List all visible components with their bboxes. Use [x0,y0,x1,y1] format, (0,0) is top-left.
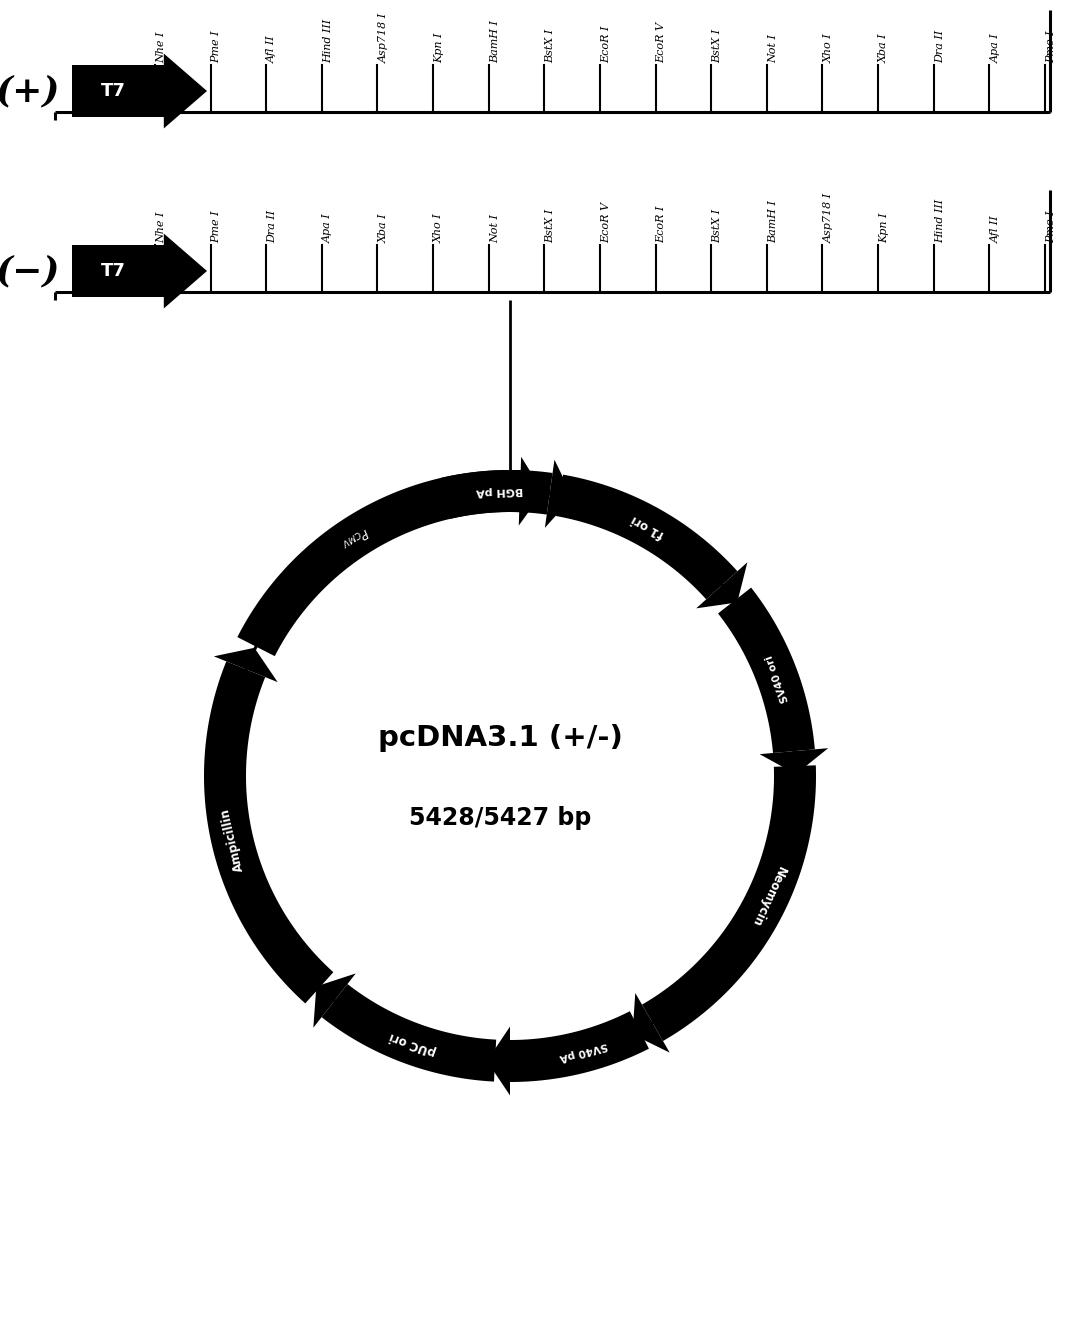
Text: pUC ori: pUC ori [388,1029,438,1058]
Text: (−): (−) [0,255,60,288]
Text: EcoR V: EcoR V [657,23,666,64]
Polygon shape [544,460,573,528]
Text: BstX I: BstX I [546,210,555,243]
Polygon shape [237,469,521,656]
Text: BstX I: BstX I [712,29,722,64]
Polygon shape [555,475,737,599]
Text: Afl II: Afl II [267,36,278,64]
Text: Pme I: Pme I [1047,211,1056,243]
Text: Pme I: Pme I [211,211,222,243]
Text: T7: T7 [101,82,125,99]
Text: Xho I: Xho I [435,213,444,243]
Text: EcoR I: EcoR I [657,206,666,243]
Text: Neomycin: Neomycin [748,865,788,928]
Polygon shape [72,233,207,309]
Polygon shape [204,662,333,1004]
Text: BamH I: BamH I [490,20,500,64]
Text: SV40 ori: SV40 ori [764,654,791,704]
Polygon shape [441,469,552,518]
Text: BGH pA: BGH pA [476,485,524,497]
Text: Asp718 I: Asp718 I [823,192,833,243]
Text: f1 ori: f1 ori [629,512,666,541]
Polygon shape [760,748,829,774]
Text: Not I: Not I [768,34,778,64]
Polygon shape [696,562,747,609]
Text: (+): (+) [0,74,60,107]
Polygon shape [633,993,670,1053]
Text: Pme I: Pme I [1047,30,1056,64]
Polygon shape [510,1012,649,1082]
Polygon shape [487,1026,510,1095]
Text: Pme I: Pme I [211,30,222,64]
Text: Apa I: Apa I [322,213,333,243]
Text: BamH I: BamH I [768,200,778,243]
Text: Afl II: Afl II [990,215,1001,243]
Text: Kpn I: Kpn I [879,212,889,243]
Text: Xba I: Xba I [879,33,889,64]
Text: Not I: Not I [490,213,500,243]
Text: Asp718 I: Asp718 I [379,13,389,64]
Text: Hind III: Hind III [322,19,333,64]
Text: SV40 pA: SV40 pA [559,1040,609,1062]
Text: EcoR V: EcoR V [601,202,611,243]
Text: Nhe I: Nhe I [156,32,166,64]
Text: EcoR I: EcoR I [601,25,611,64]
Polygon shape [314,973,356,1028]
Text: Ampicillin: Ampicillin [219,808,246,874]
Polygon shape [213,648,278,682]
Text: Dra II: Dra II [267,210,278,243]
Text: BstX I: BstX I [712,210,722,243]
Text: pcDNA3.1 (+/-): pcDNA3.1 (+/-) [378,724,623,752]
Text: Dra II: Dra II [934,30,945,64]
Text: Xho I: Xho I [823,33,833,64]
Text: Nhe I: Nhe I [156,212,166,243]
Text: Apa I: Apa I [990,33,1001,64]
Text: 5428/5427 bp: 5428/5427 bp [408,806,591,830]
Text: BstX I: BstX I [546,29,555,64]
Polygon shape [718,587,815,753]
Text: Xba I: Xba I [379,213,389,243]
Polygon shape [643,765,816,1041]
Polygon shape [518,456,543,525]
Polygon shape [72,53,207,129]
Text: Kpn I: Kpn I [435,33,444,64]
Polygon shape [321,984,497,1082]
Text: T7: T7 [101,263,125,280]
Text: Hind III: Hind III [934,199,945,243]
Text: $\it{P}$$_{CMV}$: $\it{P}$$_{CMV}$ [339,522,371,552]
